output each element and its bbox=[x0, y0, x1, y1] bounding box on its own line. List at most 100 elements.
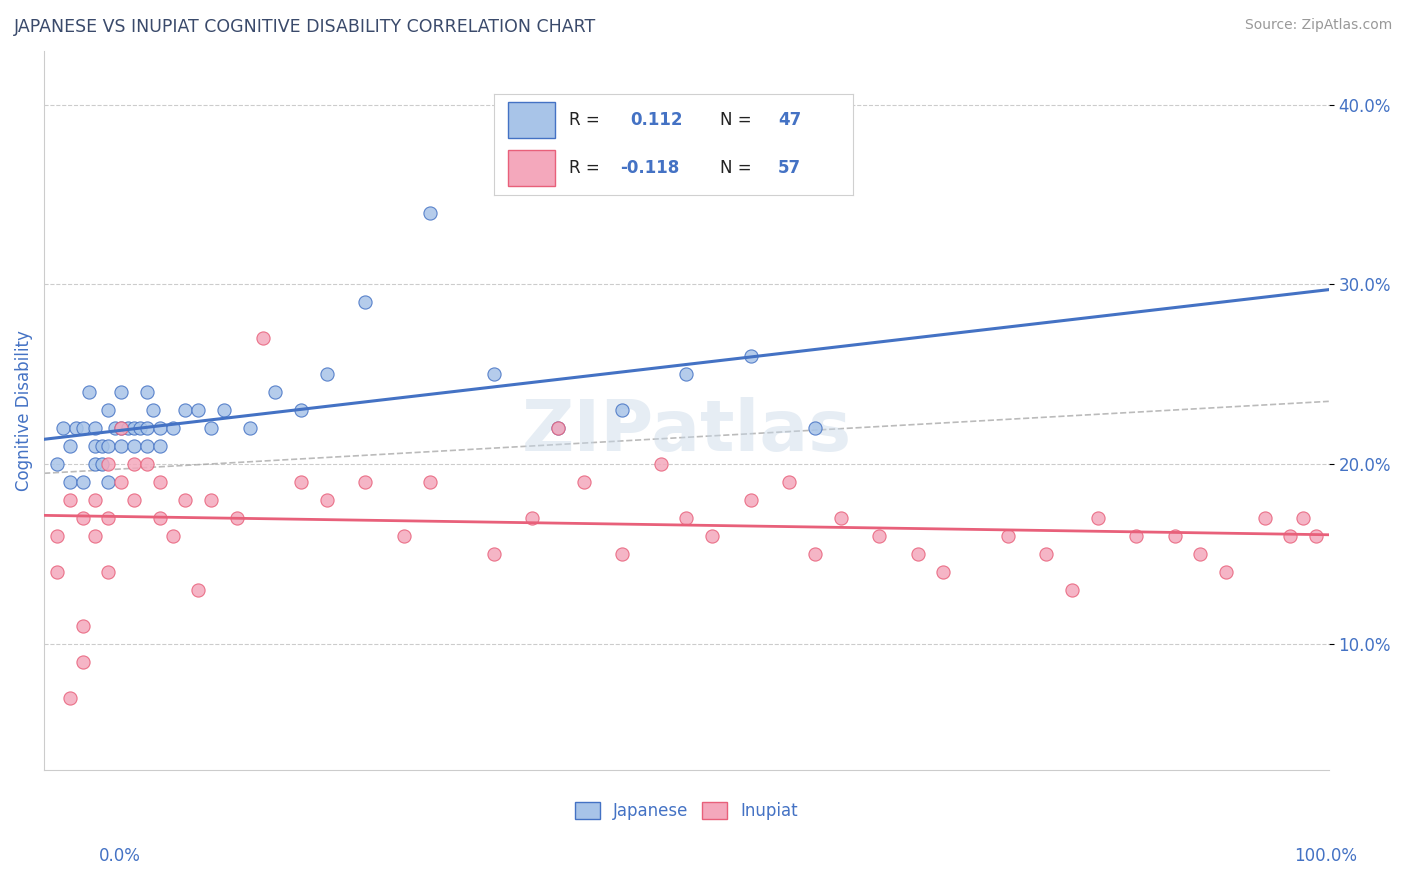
Point bbox=[187, 403, 209, 417]
Point bbox=[149, 475, 172, 490]
Point bbox=[72, 421, 94, 435]
Point bbox=[122, 493, 145, 508]
Point bbox=[97, 475, 120, 490]
Point bbox=[354, 295, 377, 310]
Y-axis label: Cognitive Disability: Cognitive Disability bbox=[15, 330, 32, 491]
Point bbox=[547, 421, 569, 435]
Point bbox=[77, 385, 100, 400]
Point bbox=[97, 458, 120, 472]
Point bbox=[135, 385, 157, 400]
Point bbox=[252, 331, 274, 345]
Point bbox=[804, 421, 827, 435]
Point bbox=[1125, 529, 1147, 543]
Point bbox=[46, 565, 69, 579]
Point bbox=[997, 529, 1019, 543]
Point bbox=[675, 368, 697, 382]
Point bbox=[264, 385, 287, 400]
Point bbox=[290, 403, 312, 417]
Point bbox=[1163, 529, 1185, 543]
Point bbox=[97, 403, 120, 417]
Text: ZIPatlas: ZIPatlas bbox=[522, 398, 852, 467]
Point bbox=[84, 458, 107, 472]
Point bbox=[59, 475, 82, 490]
Text: Source: ZipAtlas.com: Source: ZipAtlas.com bbox=[1244, 18, 1392, 32]
Point bbox=[97, 565, 120, 579]
Point bbox=[110, 385, 132, 400]
Point bbox=[572, 475, 595, 490]
Point bbox=[52, 421, 75, 435]
Point bbox=[225, 511, 247, 525]
Point bbox=[97, 439, 120, 453]
Point bbox=[932, 565, 955, 579]
Point bbox=[162, 421, 184, 435]
Point bbox=[122, 421, 145, 435]
Point bbox=[84, 529, 107, 543]
Point bbox=[612, 547, 634, 561]
Point bbox=[1279, 529, 1302, 543]
Point bbox=[418, 475, 440, 490]
Point bbox=[675, 511, 697, 525]
Point bbox=[315, 368, 337, 382]
Point bbox=[187, 583, 209, 598]
Point bbox=[122, 439, 145, 453]
Point bbox=[612, 403, 634, 417]
Point bbox=[482, 547, 505, 561]
Point bbox=[72, 511, 94, 525]
Point bbox=[700, 529, 723, 543]
Point bbox=[149, 439, 172, 453]
Point bbox=[72, 619, 94, 633]
Point bbox=[149, 421, 172, 435]
Text: JAPANESE VS INUPIAT COGNITIVE DISABILITY CORRELATION CHART: JAPANESE VS INUPIAT COGNITIVE DISABILITY… bbox=[14, 18, 596, 36]
Point bbox=[72, 475, 94, 490]
Point bbox=[1035, 547, 1057, 561]
Point bbox=[740, 493, 762, 508]
Point bbox=[110, 439, 132, 453]
Point bbox=[418, 205, 440, 219]
Point bbox=[804, 547, 827, 561]
Point bbox=[200, 421, 222, 435]
Point bbox=[174, 493, 197, 508]
Point bbox=[1087, 511, 1109, 525]
Point bbox=[1292, 511, 1315, 525]
Point bbox=[84, 493, 107, 508]
Point bbox=[1215, 565, 1237, 579]
Point bbox=[212, 403, 235, 417]
Point bbox=[239, 421, 262, 435]
Point bbox=[1189, 547, 1212, 561]
Point bbox=[97, 511, 120, 525]
Point bbox=[135, 439, 157, 453]
Point bbox=[174, 403, 197, 417]
Point bbox=[162, 529, 184, 543]
Point bbox=[740, 350, 762, 364]
Point bbox=[72, 655, 94, 669]
Point bbox=[46, 458, 69, 472]
Point bbox=[1060, 583, 1083, 598]
Legend: Japanese, Inupiat: Japanese, Inupiat bbox=[568, 795, 804, 826]
Point bbox=[110, 421, 132, 435]
Point bbox=[778, 475, 800, 490]
Point bbox=[59, 439, 82, 453]
Point bbox=[1253, 511, 1275, 525]
Point bbox=[90, 439, 112, 453]
Point bbox=[290, 475, 312, 490]
Point bbox=[84, 439, 107, 453]
Point bbox=[117, 421, 139, 435]
Point bbox=[46, 529, 69, 543]
Point bbox=[868, 529, 890, 543]
Point bbox=[142, 403, 165, 417]
Point bbox=[129, 421, 152, 435]
Point bbox=[59, 493, 82, 508]
Point bbox=[104, 421, 127, 435]
Point bbox=[907, 547, 929, 561]
Point bbox=[1305, 529, 1327, 543]
Point bbox=[650, 458, 672, 472]
Point bbox=[84, 421, 107, 435]
Point bbox=[830, 511, 852, 525]
Point bbox=[354, 475, 377, 490]
Point bbox=[522, 511, 544, 525]
Point bbox=[315, 493, 337, 508]
Point bbox=[135, 458, 157, 472]
Point bbox=[110, 421, 132, 435]
Point bbox=[482, 368, 505, 382]
Point bbox=[110, 475, 132, 490]
